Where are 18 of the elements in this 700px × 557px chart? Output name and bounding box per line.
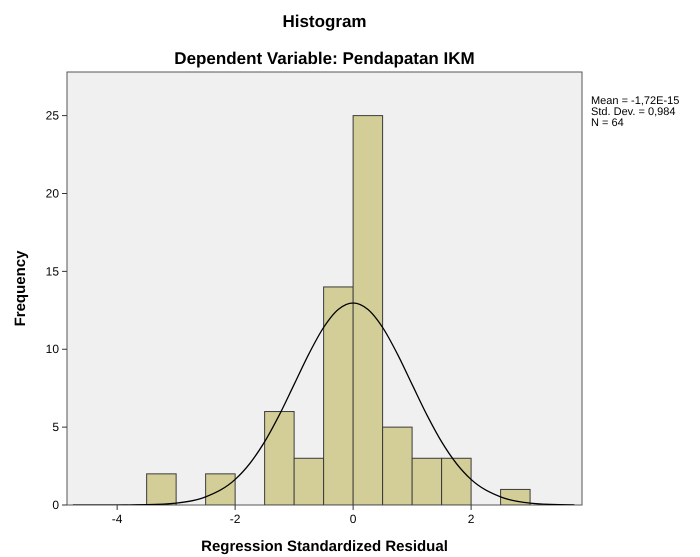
- chart-subtitle: Dependent Variable: Pendapatan IKM: [174, 49, 475, 68]
- text: N = 64: [591, 117, 624, 129]
- y-tick-label: 15: [46, 264, 60, 278]
- y-tick-label: 5: [52, 420, 60, 434]
- line-series: [72, 302, 575, 505]
- y-tick-label: 0: [52, 498, 60, 512]
- text: Mean = -1,72E-15: [591, 95, 680, 107]
- text: Std. Dev. = 0,984: [591, 106, 676, 118]
- y-axis-title: Frequency: [12, 250, 29, 326]
- y-tick-label: 20: [46, 186, 60, 200]
- x-axis-title: Regression Standardized Residual: [201, 538, 448, 555]
- y-tick-label: 25: [46, 108, 60, 123]
- y-tick-label: 10: [46, 342, 60, 356]
- x-tick-label: 2: [468, 512, 475, 526]
- chart-title: Histogram: [282, 12, 367, 31]
- x-tick-label: 0: [350, 512, 357, 526]
- x-tick-label: -4: [112, 512, 123, 526]
- x-tick-label: -2: [230, 512, 241, 526]
